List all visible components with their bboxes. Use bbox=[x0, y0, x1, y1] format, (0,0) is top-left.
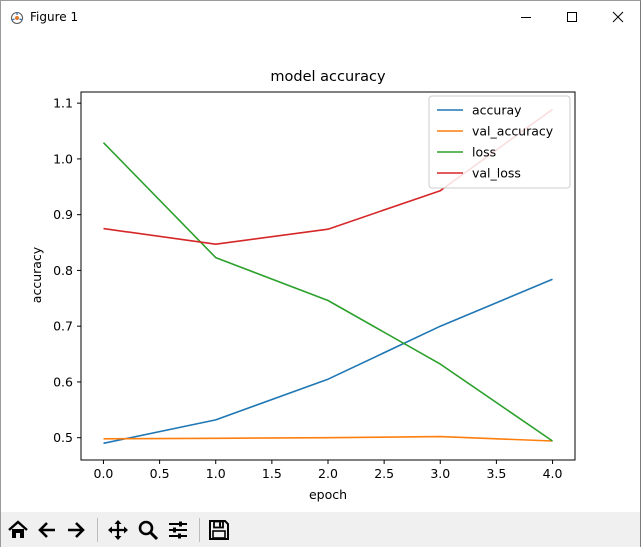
figure-icon bbox=[10, 10, 24, 24]
maximize-icon bbox=[567, 12, 577, 22]
title-bar[interactable]: Figure 1 bbox=[1, 1, 640, 33]
x-tick-label: 0.5 bbox=[150, 466, 170, 481]
navigation-toolbar bbox=[1, 512, 640, 547]
legend-label: accuray bbox=[472, 103, 522, 118]
toolbar-separator bbox=[97, 518, 98, 542]
x-tick-label: 1.5 bbox=[262, 466, 282, 481]
close-button[interactable] bbox=[595, 1, 641, 33]
y-tick-label: 0.7 bbox=[53, 319, 73, 334]
series-line-loss bbox=[102, 142, 553, 442]
zoom-button[interactable] bbox=[135, 517, 161, 543]
x-tick-label: 4.0 bbox=[543, 466, 563, 481]
home-button[interactable] bbox=[5, 517, 31, 543]
forward-arrow-icon bbox=[68, 522, 85, 538]
save-icon bbox=[209, 520, 229, 540]
y-tick-label: 1.0 bbox=[53, 151, 73, 166]
window-title: Figure 1 bbox=[30, 10, 79, 24]
figure-canvas[interactable]: model accuracy 0.0 0.5 1.0 1.5 2.0 2.5 3.0 3.5 4… bbox=[1, 33, 640, 511]
y-tick-label: 0.5 bbox=[53, 430, 73, 445]
pan-button[interactable] bbox=[105, 517, 131, 543]
home-icon bbox=[8, 520, 28, 538]
legend-label: val_accuracy bbox=[472, 124, 554, 139]
legend-box bbox=[428, 95, 571, 189]
x-tick-label: 1.0 bbox=[206, 466, 226, 481]
forward-button[interactable] bbox=[63, 517, 89, 543]
x-tick-label: 2.5 bbox=[374, 466, 394, 481]
x-axis-label: epoch bbox=[309, 487, 347, 502]
x-tick-label: 3.0 bbox=[430, 466, 450, 481]
configure-subplots-icon bbox=[169, 521, 187, 539]
minimize-icon bbox=[521, 17, 531, 18]
back-button[interactable] bbox=[34, 517, 60, 543]
back-arrow-icon bbox=[38, 522, 55, 538]
series-line-accuray bbox=[103, 278, 553, 445]
x-tick-label: 3.5 bbox=[486, 466, 506, 481]
y-tick-label: 0.9 bbox=[53, 207, 73, 222]
y-tick-label: 0.8 bbox=[53, 263, 73, 278]
minimize-button[interactable] bbox=[503, 1, 549, 33]
chart-title: model accuracy bbox=[270, 69, 386, 85]
y-axis-label: accuracy bbox=[29, 246, 44, 303]
y-tick-label: 0.6 bbox=[53, 374, 73, 389]
legend-label: val_loss bbox=[472, 166, 521, 181]
save-button[interactable] bbox=[206, 517, 232, 543]
configure-subplots-button[interactable] bbox=[165, 517, 191, 543]
legend-label: loss bbox=[472, 145, 496, 160]
x-tick-label: 0.0 bbox=[94, 466, 114, 481]
y-tick-label: 1.1 bbox=[53, 96, 73, 111]
toolbar-separator bbox=[199, 518, 200, 542]
series-line-val-accuracy bbox=[103, 435, 553, 442]
line-chart: model accuracy 0.0 0.5 1.0 1.5 2.0 2.5 3.0 3.5 4… bbox=[29, 69, 576, 502]
close-icon bbox=[612, 11, 624, 23]
x-tick-label: 2.0 bbox=[318, 466, 338, 481]
pan-icon bbox=[108, 520, 128, 540]
zoom-icon bbox=[138, 520, 159, 541]
maximize-button[interactable] bbox=[549, 1, 595, 33]
